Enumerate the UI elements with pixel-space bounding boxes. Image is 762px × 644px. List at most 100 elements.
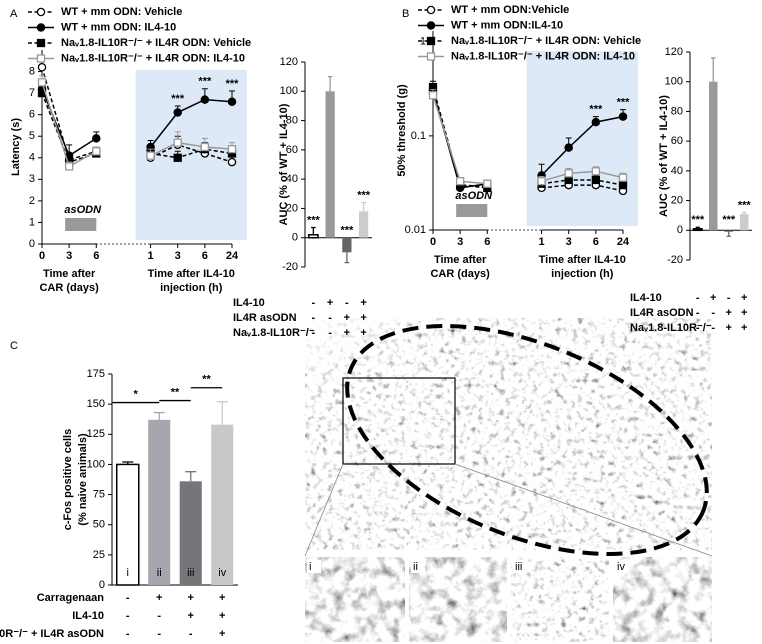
y-tick-label: 2: [29, 195, 35, 207]
error-bar: [216, 401, 228, 425]
marker: [64, 162, 74, 171]
condition-sign: +: [710, 292, 716, 304]
inset-label-bg: [513, 560, 527, 573]
bar: [342, 237, 352, 253]
bar-label: i: [127, 567, 129, 579]
marker: [36, 38, 46, 48]
legend-label: WT + mm ODN:Vehicle: [451, 4, 569, 16]
bar: [179, 481, 202, 585]
tissue-fade: [305, 318, 712, 550]
inset-label: ii: [413, 561, 418, 573]
marker: [36, 54, 46, 63]
x-axis-label: injection (h): [160, 282, 223, 294]
bracket-label: **: [202, 374, 211, 386]
condition-sign: +: [344, 327, 350, 339]
bar: [359, 211, 369, 238]
y-tick-label: 100: [280, 85, 298, 97]
y-tick-label: 100: [87, 458, 105, 470]
marker: [426, 36, 436, 46]
marker: [591, 167, 601, 176]
x-axis-label: Time after: [434, 254, 487, 266]
treatment-bar: [456, 204, 488, 217]
marker: [564, 143, 573, 152]
x-tick-label: 3: [566, 236, 572, 248]
bar: [325, 91, 335, 238]
y-tick-label: 7: [29, 87, 35, 99]
inset-image: [511, 557, 609, 642]
condition-sign: -: [126, 592, 130, 604]
condition-label: IL4-10: [630, 292, 662, 304]
condition-sign: -: [328, 312, 332, 324]
y-tick-label: 75: [93, 488, 105, 500]
condition-sign: +: [188, 592, 194, 604]
region-outline: [345, 324, 709, 556]
y-tick-label: 120: [280, 56, 298, 68]
bar: [708, 81, 718, 231]
y-tick-label: 1: [29, 216, 35, 228]
x-tick-label: 6: [93, 250, 99, 262]
condition-sign: -: [345, 297, 349, 309]
legend-label: Naᵥ1.8-IL10R⁻/⁻ + IL4R ODN: Vehicle: [61, 37, 251, 49]
x-tick-label: 3: [175, 250, 181, 262]
condition-label: Naᵥ1.8-IL10R⁻/⁻: [630, 322, 712, 334]
x-tick-label: 6: [484, 236, 490, 248]
x-tick-label: 3: [457, 236, 463, 248]
y-tick-label: 80: [286, 114, 298, 126]
condition-sign: +: [219, 628, 225, 640]
y-tick-label: 125: [87, 428, 105, 440]
y-axis-label: c-Fos positive cells: [62, 429, 74, 530]
legend-label: Naᵥ1.8-IL10R⁻/⁻ + IL4R ODN: IL4-10: [451, 50, 635, 62]
panel-letter: B: [402, 8, 409, 20]
condition-sign: +: [726, 307, 732, 319]
marker: [36, 23, 46, 32]
x-tick-label: 6: [202, 250, 208, 262]
y-tick-label: 0: [677, 224, 683, 236]
y-tick-label: 100: [665, 76, 683, 88]
error-bar: [344, 252, 350, 264]
condition-sign: +: [360, 327, 366, 339]
marker: [618, 173, 628, 182]
condition-sign: -: [157, 610, 161, 622]
y-tick-label: 1: [420, 36, 426, 48]
y-tick-label: 6: [29, 109, 35, 121]
zoom-box: [342, 377, 456, 465]
x-tick-label: 24: [226, 250, 239, 262]
bar: [211, 424, 234, 585]
y-axis-label: (% naive animals): [77, 433, 89, 526]
condition-sign: -: [312, 297, 316, 309]
error-bar: [185, 471, 197, 482]
significance: ***: [722, 214, 736, 226]
y-axis-label: AUC (% of WT + IL4-10): [658, 95, 670, 217]
bar: [724, 230, 734, 232]
panel-letter: A: [10, 8, 18, 20]
condition-sign: +: [327, 297, 333, 309]
y-tick-label: 40: [286, 173, 298, 185]
inset-image: [409, 557, 507, 642]
legend-label: WT + mm ODN: IL4-10: [61, 21, 176, 33]
condition-sign: -: [126, 628, 130, 640]
condition-label: IL4-10: [233, 297, 265, 309]
y-axis-label: AUC (% of WT + IL4-10): [278, 103, 290, 225]
legend-label: WT + mm ODN:IL4-10: [451, 19, 563, 31]
marker: [36, 7, 46, 17]
bracket-label: *: [133, 388, 138, 400]
condition-label: Carragenaan: [37, 592, 105, 604]
y-tick-label: 80: [671, 105, 683, 117]
x-axis-label: CAR (days): [430, 268, 490, 280]
inset-label: iv: [617, 561, 625, 573]
y-tick-label: 50: [93, 519, 105, 531]
y-axis-label: Latency (s): [10, 118, 22, 176]
y-tick-label: -20: [667, 254, 683, 266]
series-line: [41, 67, 233, 163]
x-axis-label: Time after: [43, 268, 96, 280]
x-tick-label: 0: [39, 250, 45, 262]
bar-label: iv: [218, 567, 226, 579]
micrograph: [304, 318, 713, 642]
y-tick-label: 25: [93, 549, 105, 561]
marker: [455, 177, 465, 186]
marker: [92, 134, 101, 143]
x-tick-label: 24: [617, 236, 630, 248]
treatment-label: asODN: [64, 204, 102, 216]
y-tick-label: 60: [671, 135, 683, 147]
series-line: [432, 93, 624, 192]
